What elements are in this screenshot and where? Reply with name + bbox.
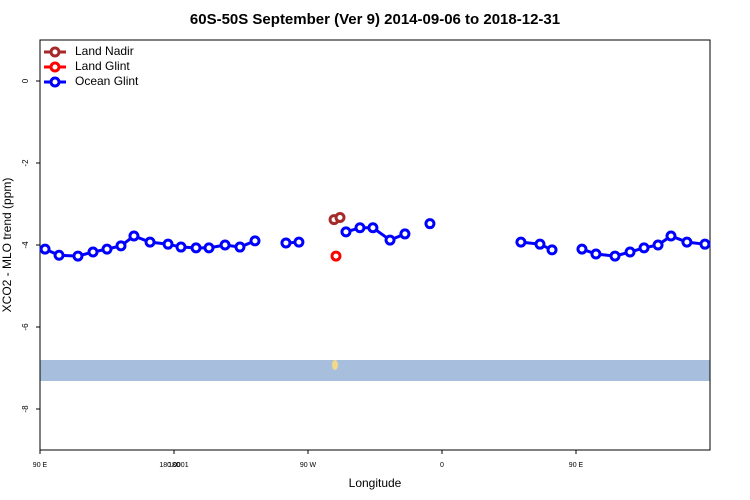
marker [280, 237, 292, 249]
marker [162, 238, 174, 250]
x-tick-label: 90 E [33, 462, 48, 469]
marker [219, 239, 231, 251]
x-tick-label: 180.0001 [159, 462, 188, 469]
land-patch [332, 360, 338, 370]
plot-frame [39, 39, 711, 451]
marker [384, 234, 396, 246]
marker [638, 242, 650, 254]
marker [624, 246, 636, 258]
marker [330, 250, 342, 262]
x-tick-label: 90 E [569, 462, 584, 469]
legend-label: Land Nadir [75, 44, 134, 58]
marker [609, 250, 621, 262]
marker [652, 239, 664, 251]
marker [424, 218, 436, 230]
legend-label: Land Glint [75, 59, 130, 73]
marker [354, 222, 366, 234]
marker [699, 238, 711, 250]
legend-marker [49, 61, 61, 73]
marker [144, 236, 156, 248]
marker [515, 236, 527, 248]
legend-label: Ocean Glint [75, 74, 139, 88]
y-tick-label: -8 [21, 405, 30, 413]
marker [115, 240, 127, 252]
marker [534, 238, 546, 250]
map-strip [40, 360, 710, 381]
marker [234, 241, 246, 253]
x-tick-label: 180 [168, 462, 180, 469]
y-tick-label: -2 [21, 159, 30, 167]
marker [334, 212, 346, 224]
chart-title: 60S-50S September (Ver 9) 2014-09-06 to … [190, 11, 560, 28]
marker [39, 243, 51, 255]
y-axis-label: XCO2 - MLO trend (ppm) [0, 178, 14, 313]
marker [87, 246, 99, 258]
x-tick-label: 90 W [300, 462, 317, 469]
x-tick-label: 0 [440, 462, 444, 469]
marker [399, 228, 411, 240]
marker [665, 230, 677, 242]
x-axis-label: Longitude [349, 476, 402, 490]
marker [249, 235, 261, 247]
legend-marker [49, 76, 61, 88]
marker [101, 243, 113, 255]
marker [293, 236, 305, 248]
marker [190, 242, 202, 254]
y-tick-label: -4 [21, 241, 30, 249]
marker [576, 243, 588, 255]
marker [203, 242, 215, 254]
marker [590, 248, 602, 260]
marker [128, 230, 140, 242]
marker [175, 241, 187, 253]
marker [53, 249, 65, 261]
y-tick-label: -6 [21, 323, 30, 331]
marker [72, 250, 84, 262]
marker [367, 222, 379, 234]
marker [340, 226, 352, 238]
marker [546, 244, 558, 256]
legend-marker [49, 46, 61, 58]
marker [681, 236, 693, 248]
y-tick-label: 0 [21, 78, 30, 83]
